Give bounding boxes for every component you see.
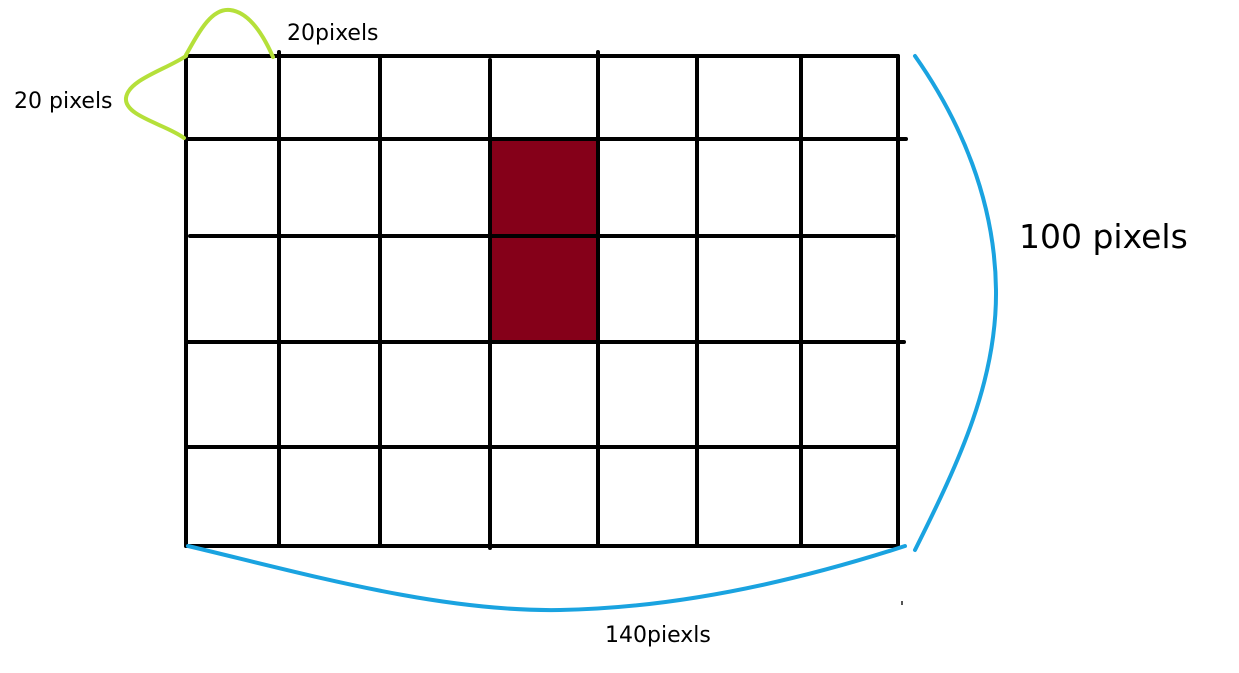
cell-width-label: 20pixels xyxy=(287,21,379,46)
grid-lines xyxy=(184,50,908,550)
cell-height-brace xyxy=(124,54,188,140)
filled-cells xyxy=(490,139,598,342)
cell-width-brace xyxy=(184,7,275,59)
cell-height-label: 20 pixels xyxy=(14,89,113,114)
total-width-label: 140piexls xyxy=(605,623,711,648)
filled-cell xyxy=(490,236,598,342)
total-height-label: 100 pixels xyxy=(1019,217,1188,256)
filled-cell xyxy=(490,139,598,236)
total-width-brace xyxy=(186,544,907,613)
total-height-brace xyxy=(913,54,999,552)
